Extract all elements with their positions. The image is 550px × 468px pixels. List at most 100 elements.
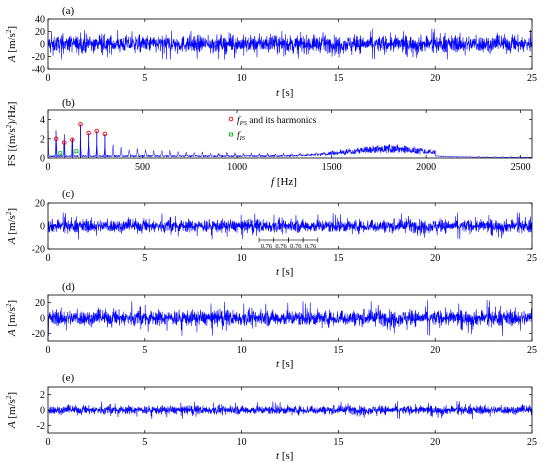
fps-harmonic-marker — [102, 131, 108, 137]
spectrum-trace — [47, 130, 533, 159]
panel-d: (d) 0 5 10 15 20 25 200-20 t [s] A [m/s2] — [5, 281, 537, 370]
panel-a-x-ticks: 0 5 10 15 20 25 — [46, 19, 537, 84]
period-label: 0.76 — [275, 243, 287, 250]
panel-e-x-label: t [s] — [276, 450, 293, 462]
panel-e-signal — [47, 401, 533, 420]
panel-c-x-ticks: 0 5 10 15 20 25 — [46, 203, 537, 264]
legend-fis-label: fIS — [237, 130, 246, 142]
x-tick-label: 10 — [237, 253, 247, 264]
x-tick-label: 15 — [333, 73, 343, 84]
period-label: 0.76 — [305, 243, 317, 250]
y-tick-label: 0 — [40, 40, 45, 51]
y-tick-label: -40 — [32, 65, 45, 76]
x-tick-label: 20 — [430, 437, 440, 448]
x-tick-label: 0 — [46, 253, 51, 264]
panel-c-label: (c) — [62, 188, 75, 200]
x-tick-label: 0 — [46, 345, 51, 356]
panel-b-spectrum — [47, 124, 533, 159]
x-tick-label: 25 — [527, 437, 537, 448]
panel-d-x-ticks: 0 5 10 15 20 25 — [46, 295, 537, 356]
x-tick-label: 15 — [333, 437, 343, 448]
x-tick-label: 10 — [237, 437, 247, 448]
y-tick-label: 0 — [40, 406, 45, 417]
y-tick-label: 0 — [40, 222, 45, 233]
signal-trace — [47, 401, 533, 420]
fps-harmonic-marker — [70, 137, 75, 143]
panel-d-y-label: A [m/s2] — [5, 300, 18, 337]
panel-a-y-label: A [m/s2] — [5, 26, 18, 63]
panel-b-label: (b) — [62, 97, 75, 109]
signal-trace — [47, 28, 533, 60]
panel-d-label: (d) — [62, 281, 75, 293]
fps-harmonic-marker — [53, 136, 59, 142]
panel-e-y-ticks: 2 0 -2 — [37, 390, 532, 432]
panel-c-y-label: A [m/s2] — [5, 208, 18, 245]
signal-trace — [47, 212, 533, 240]
panel-b-legend: fPS and its harmonics fIS — [228, 115, 317, 142]
x-tick-label: 1500 — [322, 162, 342, 173]
x-tick-label: 25 — [527, 345, 537, 356]
panel-c-signal — [47, 212, 533, 240]
y-tick-label: 40 — [35, 15, 45, 26]
legend-fis-marker — [229, 132, 233, 137]
y-tick-label: -20 — [32, 52, 45, 63]
x-tick-label: 1000 — [227, 162, 247, 173]
panel-e-y-label: A [m/s2] — [5, 392, 18, 429]
x-tick-label: 5 — [142, 253, 147, 264]
y-tick-label: 0 — [40, 314, 45, 325]
x-tick-label: 20 — [430, 73, 440, 84]
y-tick-label: 2 — [40, 134, 45, 145]
x-tick-label: 15 — [333, 253, 343, 264]
y-tick-label: 20 — [35, 199, 45, 210]
fps-harmonic-marker — [86, 130, 91, 136]
panel-c-y-ticks: 20 0 -20 — [32, 199, 532, 256]
panel-b-markers — [53, 122, 108, 156]
y-tick-label: 20 — [35, 298, 45, 309]
panel-d-x-label: t [s] — [276, 358, 293, 370]
panel-a-x-label: t [s] — [276, 87, 293, 99]
legend-fps-label: fPS and its harmonics — [237, 115, 317, 127]
signal-trace — [47, 300, 533, 337]
panel-a-signal — [47, 28, 533, 60]
period-label: 0.76 — [290, 243, 302, 250]
panel-b: (b) 0 500 1000 1500 2000 2500 4 2 0 f [Hz] FS [… — [5, 97, 533, 188]
x-tick-label: 2000 — [416, 162, 436, 173]
x-tick-label: 25 — [527, 73, 537, 84]
x-tick-label: 0 — [46, 162, 51, 173]
y-tick-label: 4 — [40, 115, 45, 126]
panel-b-frame — [47, 109, 533, 159]
fis-marker — [74, 149, 79, 154]
panel-e-label: (e) — [62, 372, 75, 384]
y-tick-label: -20 — [32, 245, 45, 256]
y-tick-label: -2 — [37, 421, 45, 432]
x-tick-label: 5 — [142, 73, 147, 84]
panel-d-signal — [47, 300, 533, 337]
fps-harmonic-marker — [62, 140, 67, 145]
x-tick-label: 25 — [527, 253, 537, 264]
x-tick-label: 10 — [237, 73, 247, 84]
x-tick-label: 10 — [237, 345, 247, 356]
panel-c-period-markers: 0.76 0.76 0.76 0.76 — [258, 237, 319, 250]
x-tick-label: 15 — [333, 345, 343, 356]
panel-b-y-label: FS [(m/s2)/Hz] — [5, 102, 18, 167]
y-tick-label: 20 — [35, 27, 45, 38]
x-tick-label: 20 — [430, 253, 440, 264]
x-tick-label: 20 — [430, 345, 440, 356]
fps-harmonic-marker — [94, 128, 100, 134]
panel-c: (c) 0 5 10 15 20 25 200-20 0.76 0.76 0.76 0.76 t… — [5, 188, 537, 278]
y-tick-label: 2 — [40, 390, 45, 401]
legend-fps-marker — [228, 116, 234, 122]
x-tick-label: 5 — [142, 437, 147, 448]
fps-harmonic-marker — [78, 122, 83, 127]
x-tick-label: 5 — [142, 345, 147, 356]
x-tick-label: 0 — [46, 437, 51, 448]
panel-d-y-ticks: 20 0 -20 — [32, 298, 532, 340]
period-label: 0.76 — [261, 243, 273, 250]
x-tick-label: 500 — [135, 162, 150, 173]
panel-b-y-ticks: 4 2 0 — [40, 115, 532, 165]
panel-e: (e) 0 5 10 15 20 25 20-2 t [s] A [m/s2] — [5, 372, 537, 462]
y-tick-label: 0 — [40, 154, 45, 165]
x-tick-label: 0 — [46, 73, 51, 84]
